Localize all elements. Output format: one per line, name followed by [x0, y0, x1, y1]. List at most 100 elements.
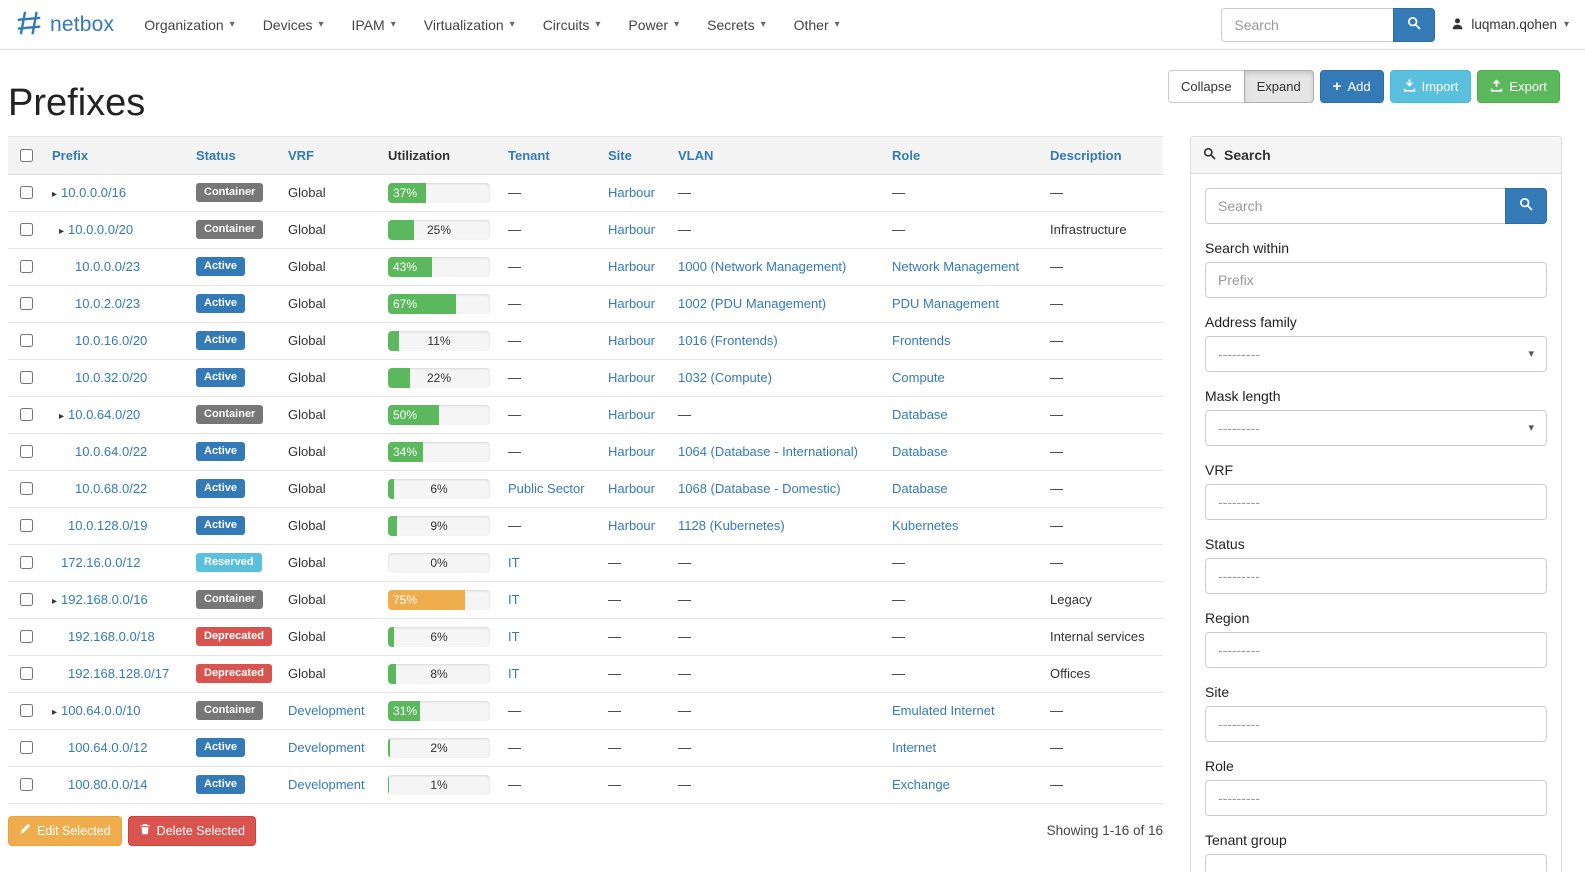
col-header-description[interactable]: Description — [1042, 135, 1163, 175]
row-select-checkbox[interactable] — [20, 741, 33, 755]
row-select-checkbox[interactable] — [20, 297, 33, 311]
prefix-link[interactable]: 10.0.64.0/20 — [68, 407, 141, 423]
netbox-brand[interactable]: netbox — [16, 10, 114, 39]
collapse-button[interactable]: Collapse — [1167, 70, 1245, 103]
tree-expand-icon[interactable]: ▸ — [59, 411, 65, 423]
tenant-cell[interactable]: IT — [500, 655, 600, 693]
vlan-cell[interactable]: 1000 (Network Management) — [670, 248, 884, 286]
tenant-cell[interactable]: IT — [500, 618, 600, 656]
row-select-checkbox[interactable] — [20, 593, 33, 607]
site-cell[interactable]: Harbour — [600, 396, 670, 434]
site-cell[interactable]: Harbour — [600, 322, 670, 360]
row-select-checkbox[interactable] — [20, 371, 33, 385]
delete-selected-button[interactable]: Delete Selected — [127, 815, 256, 846]
filter-tenant-group-select[interactable]: --------- — [1205, 853, 1547, 872]
global-search-button[interactable] — [1393, 7, 1436, 42]
vlan-cell[interactable]: 1002 (PDU Management) — [670, 285, 884, 323]
vrf-cell[interactable]: Development — [280, 766, 380, 804]
filter-site-select[interactable]: --------- — [1205, 705, 1547, 742]
prefix-link[interactable]: 10.0.0.0/20 — [68, 222, 134, 238]
role-cell[interactable]: Emulated Internet — [884, 692, 1042, 730]
vrf-cell[interactable]: Development — [280, 729, 380, 767]
vlan-cell[interactable]: 1016 (Frontends) — [670, 322, 884, 360]
filter-role-select[interactable]: --------- — [1205, 779, 1547, 816]
prefix-link[interactable]: 100.64.0.0/12 — [68, 740, 148, 756]
prefix-link[interactable]: 100.64.0.0/10 — [61, 703, 141, 719]
select-all-checkbox[interactable] — [20, 148, 33, 162]
prefix-link[interactable]: 10.0.0.0/16 — [61, 185, 127, 201]
col-header-vrf[interactable]: VRF — [280, 135, 380, 175]
prefix-link[interactable]: 10.0.0.0/23 — [75, 259, 141, 275]
filter-status-select[interactable]: --------- — [1205, 557, 1547, 594]
import-button[interactable]: Import — [1389, 70, 1472, 103]
site-cell[interactable]: Harbour — [600, 507, 670, 545]
col-header-vlan[interactable]: VLAN — [670, 135, 884, 175]
row-select-checkbox[interactable] — [20, 778, 33, 792]
col-header-prefix[interactable]: Prefix — [44, 135, 188, 175]
site-cell[interactable]: Harbour — [600, 359, 670, 397]
site-cell[interactable]: Harbour — [600, 174, 670, 212]
filter-address-family-select[interactable]: --------- ▾ — [1205, 335, 1547, 372]
row-select-checkbox[interactable] — [20, 556, 33, 570]
expand-button[interactable]: Expand — [1243, 70, 1314, 103]
role-cell[interactable]: Compute — [884, 359, 1042, 397]
tree-expand-icon[interactable]: ▸ — [52, 189, 58, 201]
filter-mask-length-select[interactable]: --------- ▾ — [1205, 409, 1547, 446]
row-select-checkbox[interactable] — [20, 223, 33, 237]
vlan-cell[interactable]: 1032 (Compute) — [670, 359, 884, 397]
site-cell[interactable]: Harbour — [600, 470, 670, 508]
row-select-checkbox[interactable] — [20, 667, 33, 681]
edit-selected-button[interactable]: Edit Selected — [8, 815, 122, 846]
role-cell[interactable]: Kubernetes — [884, 507, 1042, 545]
sidebar-search-button[interactable] — [1505, 187, 1547, 224]
nav-item-virtualization[interactable]: Virtualization ▾ — [423, 16, 515, 33]
site-cell[interactable]: Harbour — [600, 248, 670, 286]
tenant-cell[interactable]: IT — [500, 581, 600, 619]
site-cell[interactable]: Harbour — [600, 433, 670, 471]
tenant-cell[interactable]: IT — [500, 544, 600, 582]
role-cell[interactable]: PDU Management — [884, 285, 1042, 323]
prefix-link[interactable]: 10.0.68.0/22 — [75, 481, 148, 497]
prefix-link[interactable]: 10.0.32.0/20 — [75, 370, 148, 386]
vlan-cell[interactable]: 1128 (Kubernetes) — [670, 507, 884, 545]
user-menu[interactable]: luqman.qohen ▾ — [1451, 17, 1569, 33]
row-select-checkbox[interactable] — [20, 445, 33, 459]
tenant-cell[interactable]: Public Sector — [500, 470, 600, 508]
prefix-link[interactable]: 10.0.128.0/19 — [68, 518, 148, 534]
col-header-status[interactable]: Status — [188, 135, 280, 175]
nav-item-circuits[interactable]: Circuits ▾ — [542, 16, 601, 33]
tree-expand-icon[interactable]: ▸ — [52, 596, 58, 608]
nav-item-devices[interactable]: Devices ▾ — [262, 16, 324, 33]
tree-expand-icon[interactable]: ▸ — [52, 707, 58, 719]
sidebar-search-input[interactable] — [1205, 187, 1505, 224]
prefix-link[interactable]: 100.80.0.0/14 — [68, 777, 148, 793]
global-search-input[interactable] — [1221, 7, 1394, 42]
tree-expand-icon[interactable]: ▸ — [59, 226, 65, 238]
row-select-checkbox[interactable] — [20, 408, 33, 422]
nav-item-other[interactable]: Other ▾ — [793, 16, 840, 33]
col-header-site[interactable]: Site — [600, 135, 670, 175]
row-select-checkbox[interactable] — [20, 334, 33, 348]
col-header-role[interactable]: Role — [884, 135, 1042, 175]
nav-item-power[interactable]: Power ▾ — [628, 16, 680, 33]
nav-item-secrets[interactable]: Secrets ▾ — [707, 16, 766, 33]
role-cell[interactable]: Frontends — [884, 322, 1042, 360]
site-cell[interactable]: Harbour — [600, 211, 670, 249]
prefix-link[interactable]: 192.168.128.0/17 — [68, 666, 170, 682]
row-select-checkbox[interactable] — [20, 630, 33, 644]
add-button[interactable]: + Add — [1319, 70, 1384, 103]
site-cell[interactable]: Harbour — [600, 285, 670, 323]
vlan-cell[interactable]: 1064 (Database - International) — [670, 433, 884, 471]
row-select-checkbox[interactable] — [20, 482, 33, 496]
filter-region-select[interactable]: --------- — [1205, 631, 1547, 668]
nav-item-ipam[interactable]: IPAM ▾ — [351, 16, 396, 33]
row-select-checkbox[interactable] — [20, 260, 33, 274]
prefix-link[interactable]: 172.16.0.0/12 — [61, 555, 141, 571]
vlan-cell[interactable]: 1068 (Database - Domestic) — [670, 470, 884, 508]
role-cell[interactable]: Database — [884, 396, 1042, 434]
role-cell[interactable]: Network Management — [884, 248, 1042, 286]
export-button[interactable]: Export — [1477, 70, 1560, 103]
row-select-checkbox[interactable] — [20, 519, 33, 533]
row-select-checkbox[interactable] — [20, 186, 33, 200]
prefix-link[interactable]: 10.0.64.0/22 — [75, 444, 148, 460]
